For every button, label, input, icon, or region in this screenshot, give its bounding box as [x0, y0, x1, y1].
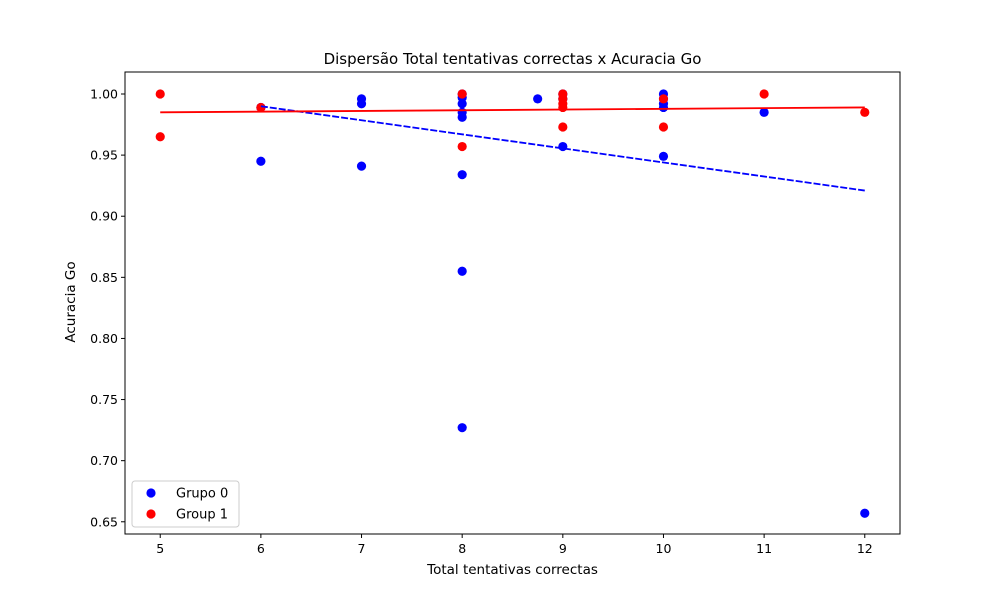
data-point	[658, 151, 669, 161]
data-point	[759, 89, 769, 99]
series-1-points	[155, 89, 870, 152]
data-point	[860, 107, 870, 117]
data-point	[457, 99, 467, 109]
x-tick-label: 10	[656, 541, 672, 556]
legend-marker	[146, 509, 156, 519]
data-point	[457, 141, 467, 152]
y-tick-label: 0.80	[90, 331, 118, 346]
data-point	[533, 94, 543, 104]
data-point	[155, 132, 165, 142]
data-point	[457, 170, 467, 180]
chart-title: Dispersão Total tentativas correctas x A…	[324, 50, 702, 68]
data-point	[457, 89, 467, 99]
y-tick-label: 0.65	[90, 514, 118, 529]
legend-label: Group 1	[176, 508, 228, 523]
data-point	[256, 156, 266, 166]
x-tick-label: 9	[559, 541, 567, 556]
y-tick-label: 0.70	[90, 453, 118, 468]
x-axis-label: Total tentativas correctas	[426, 562, 598, 578]
y-tick-label: 1.00	[90, 87, 118, 102]
x-axis: 5 6 7 8 9 10 11 12	[156, 534, 873, 556]
data-point	[860, 508, 870, 518]
trendline-series-0	[260, 105, 865, 192]
data-point	[457, 112, 467, 122]
legend-marker	[146, 488, 156, 498]
legend-box	[131, 480, 240, 528]
plot-area	[124, 71, 901, 535]
data-point	[356, 161, 367, 171]
trendline-series-1	[160, 106, 865, 114]
data-point	[658, 122, 669, 132]
y-tick-label: 0.95	[90, 148, 118, 163]
data-point	[558, 141, 568, 152]
data-point	[356, 99, 367, 109]
x-tick-label: 7	[358, 541, 366, 556]
data-point	[256, 102, 266, 113]
x-tick-label: 5	[156, 541, 164, 556]
data-point	[457, 423, 467, 433]
data-point	[558, 122, 568, 132]
data-point	[658, 94, 669, 104]
legend-label: Grupo 0	[176, 487, 228, 502]
x-tick-label: 8	[458, 541, 466, 556]
legend: Grupo 0 Group 1	[131, 480, 240, 528]
y-axis-label: Acuracia Go	[63, 261, 79, 342]
axes-frame	[124, 71, 901, 535]
x-tick-label: 11	[756, 541, 772, 556]
x-tick-label: 12	[857, 541, 873, 556]
y-tick-label: 0.85	[90, 270, 118, 285]
x-tick-label: 6	[257, 541, 265, 556]
data-point	[457, 266, 467, 276]
data-point	[155, 89, 165, 99]
data-point	[759, 107, 769, 117]
data-point	[658, 102, 669, 113]
y-tick-label: 0.75	[90, 392, 118, 407]
data-point	[558, 102, 568, 113]
y-tick-label: 0.90	[90, 209, 118, 224]
y-axis: 0.65 0.70 0.75 0.80 0.85 0.90 0.95 1.00	[90, 87, 125, 529]
